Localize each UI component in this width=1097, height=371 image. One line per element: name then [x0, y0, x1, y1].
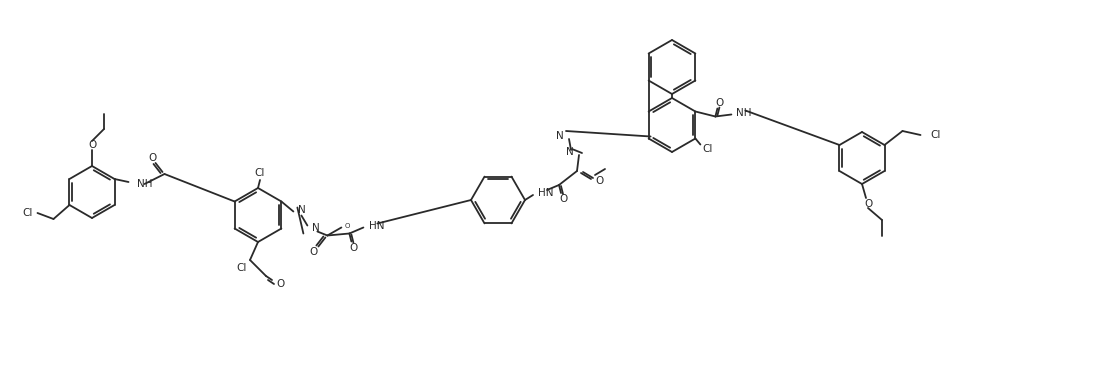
Text: N: N: [556, 131, 564, 141]
Text: Cl: Cl: [930, 130, 941, 140]
Text: O: O: [863, 199, 872, 209]
Text: HN: HN: [370, 220, 385, 230]
Text: Cl: Cl: [22, 208, 33, 218]
Text: NH: NH: [736, 108, 751, 118]
Text: NH: NH: [136, 179, 152, 189]
Text: N: N: [566, 147, 574, 157]
Text: O: O: [309, 246, 317, 256]
Text: Cl: Cl: [237, 263, 247, 273]
Text: O: O: [715, 98, 724, 108]
Text: O: O: [349, 243, 358, 253]
Text: O: O: [344, 223, 350, 229]
Text: Cl: Cl: [255, 168, 265, 178]
Text: HN: HN: [538, 188, 554, 198]
Text: N: N: [313, 223, 320, 233]
Text: O: O: [275, 279, 284, 289]
Text: N: N: [298, 204, 306, 214]
Text: O: O: [558, 194, 567, 204]
Text: O: O: [595, 176, 603, 186]
Text: O: O: [148, 153, 157, 163]
Text: O: O: [88, 140, 97, 150]
Text: Cl: Cl: [702, 144, 713, 154]
